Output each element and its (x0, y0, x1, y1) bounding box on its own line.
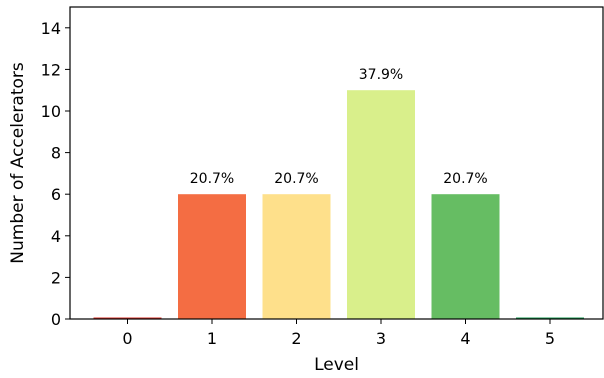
data-label-level-2: 20.7% (274, 171, 318, 187)
x-tick-label: 1 (207, 329, 217, 348)
bars-group (93, 90, 584, 319)
y-axis-label: Number of Accelerators (8, 62, 28, 264)
x-tick-label: 5 (545, 329, 555, 348)
y-tick-label: 12 (41, 60, 61, 79)
x-tick-label: 4 (460, 329, 470, 348)
y-tick-label: 10 (41, 102, 61, 121)
x-tick-label: 3 (376, 329, 386, 348)
x-tick-label: 0 (122, 329, 132, 348)
y-tick-label: 6 (51, 185, 61, 204)
plot-frame (69, 6, 604, 320)
data-label-level-3: 37.9% (359, 67, 403, 83)
bar-level-2 (262, 194, 331, 319)
bar-level-3 (347, 90, 415, 319)
y-tick-label: 4 (51, 227, 61, 246)
data-label-level-4: 20.7% (443, 171, 487, 187)
y-tick-label: 14 (41, 19, 61, 38)
x-tick-label: 2 (291, 329, 301, 348)
y-axis-ticks: 0 2 4 6 8 10 12 14 (41, 19, 70, 329)
y-tick-label: 8 (51, 144, 61, 163)
x-axis-label: Level (314, 355, 359, 375)
bar-level-0 (93, 317, 162, 319)
y-tick-label: 0 (51, 310, 61, 329)
data-label-level-1: 20.7% (190, 171, 234, 187)
bar-level-5 (516, 317, 584, 319)
y-tick-label: 2 (51, 268, 61, 287)
bar-level-4 (431, 194, 500, 319)
x-axis-ticks: 0 1 2 3 4 5 (122, 319, 555, 348)
data-labels-group: 20.7% 20.7% 37.9% 20.7% (190, 67, 488, 187)
bar-level-1 (178, 194, 246, 319)
